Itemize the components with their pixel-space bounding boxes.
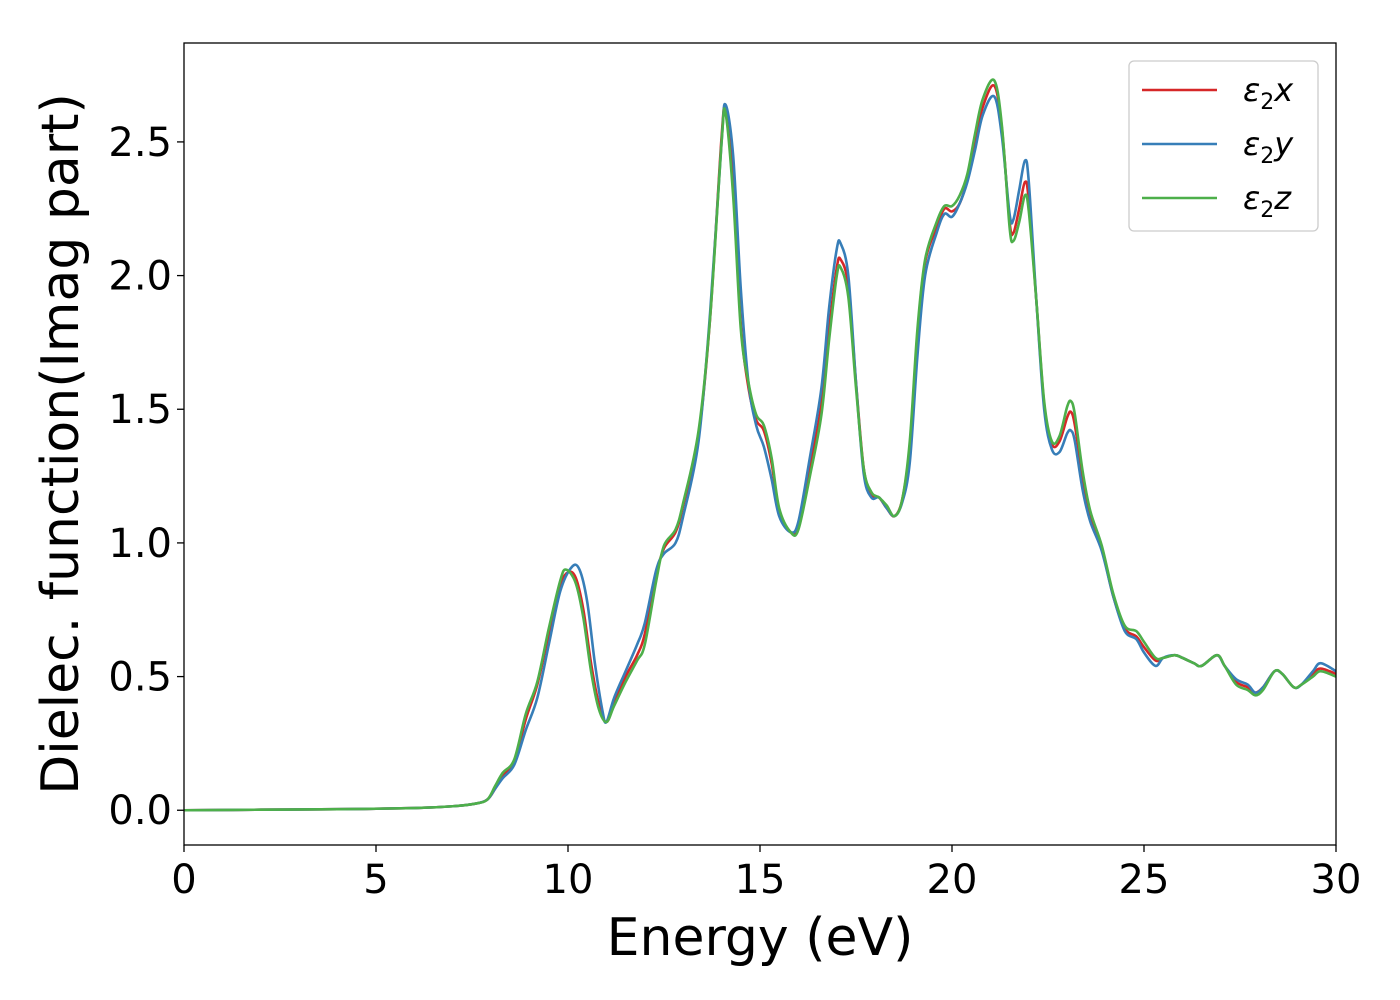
y-tick-label: 1.5 xyxy=(108,387,172,433)
series-line-2 xyxy=(183,78,1337,812)
x-tick-label: 10 xyxy=(543,857,594,903)
x-axis-label: Energy (eV) xyxy=(607,908,914,968)
y-axis-label: Dielec. function(Imag part) xyxy=(31,93,91,795)
y-tick-label: 1.0 xyxy=(108,521,172,567)
y-axis: 0.0 0.5 1.0 1.5 2.0 2.5 xyxy=(108,120,184,834)
legend: ε2x ε2y ε2z xyxy=(1128,60,1319,232)
x-axis: 0 5 10 15 20 25 30 xyxy=(171,845,1361,903)
y-tick-label: 2.5 xyxy=(108,120,172,166)
x-tick-label: 20 xyxy=(927,857,978,903)
legend-label-2: ε2z xyxy=(1243,179,1292,223)
y-tick-label: 0.0 xyxy=(108,788,172,834)
x-tick-label: 0 xyxy=(171,857,196,903)
x-tick-label: 25 xyxy=(1119,857,1170,903)
legend-label-1: ε2y xyxy=(1243,125,1294,169)
series-layer xyxy=(183,78,1337,812)
y-tick-label: 2.0 xyxy=(108,254,172,300)
x-tick-label: 15 xyxy=(735,857,786,903)
legend-box xyxy=(1128,60,1319,232)
y-tick-label: 0.5 xyxy=(108,655,172,701)
x-tick-label: 5 xyxy=(363,857,388,903)
legend-label-0: ε2x xyxy=(1243,71,1294,115)
x-tick-label: 30 xyxy=(1311,857,1362,903)
